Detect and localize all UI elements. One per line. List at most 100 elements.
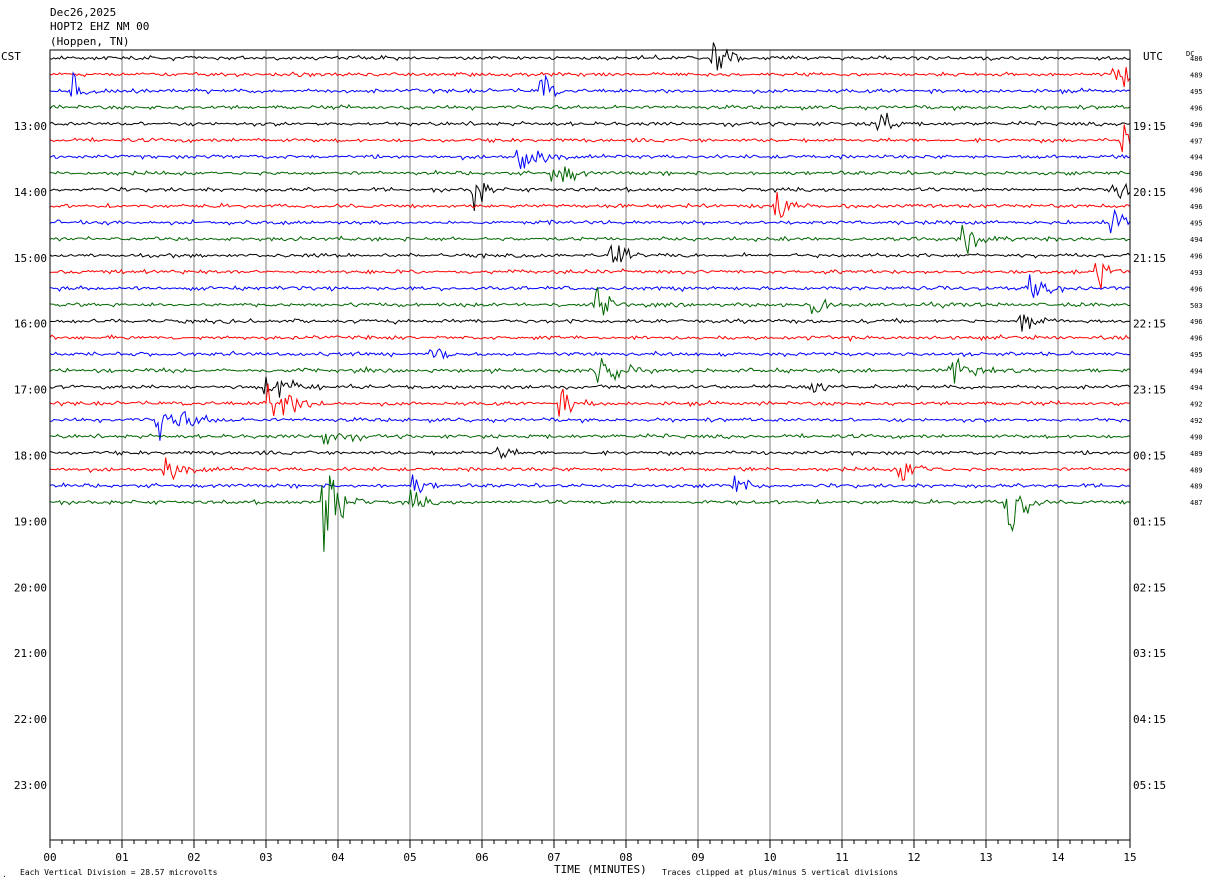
seismic-trace-green (49, 432, 1131, 445)
left-time-label: 16:00 (14, 318, 47, 331)
scale-note: Each Vertical Division = 28.57 microvolt… (20, 868, 218, 877)
seismic-trace-green (49, 357, 1131, 384)
left-time-label: 22:00 (14, 713, 47, 726)
right-time-label: 22:15 (1133, 318, 1166, 331)
seismic-trace-black (49, 112, 1131, 132)
x-axis-ticks: 00 01 02 03 04 05 06 07 08 09 10 11 12 13 14 15 (43, 840, 1137, 864)
seismic-trace-black (49, 376, 1131, 398)
right-time-label: 19:15 (1133, 120, 1166, 133)
right-time-label: 03:15 (1133, 647, 1166, 660)
left-time-label: 20:00 (14, 581, 47, 594)
right-time-label: 00:15 (1133, 450, 1166, 463)
dc-offset-value: 497 (1190, 137, 1203, 145)
dc-offset-value: 494 (1190, 236, 1203, 244)
dc-offset-value: 495 (1190, 88, 1203, 96)
seismic-trace-blue (49, 348, 1131, 360)
seismic-trace-green (49, 103, 1131, 112)
dc-offset-value: 492 (1190, 417, 1203, 425)
seismic-trace-blue (49, 71, 1131, 98)
seismic-trace-black (49, 314, 1131, 332)
left-time-label: 19:00 (14, 515, 47, 528)
right-time-label: 23:15 (1133, 384, 1166, 397)
seismic-trace-green (49, 475, 1131, 552)
dc-offset-value: 489 (1190, 483, 1203, 491)
plot-frame (49, 49, 1131, 841)
dc-offset-value: 493 (1190, 269, 1203, 277)
dc-offset-value: 486 (1190, 55, 1203, 63)
left-time-labels: 13:00 14:00 15:00 16:00 17:00 18:00 19:00 20:00… (14, 120, 47, 792)
right-time-label: 02:15 (1133, 581, 1166, 594)
dc-offset-value: 496 (1190, 335, 1203, 343)
seismic-trace-black (49, 446, 1131, 460)
seismic-trace-red (49, 124, 1131, 153)
location-label: (Hoppen, TN) (50, 35, 129, 48)
dc-offset-value: 492 (1190, 400, 1203, 408)
left-time-label: 17:00 (14, 384, 47, 397)
seismic-trace-blue (49, 410, 1131, 441)
x-tick-label: 15 (1123, 851, 1136, 864)
seismic-trace-blue (49, 474, 1131, 494)
seismic-trace-red (50, 67, 1131, 88)
dc-offset-labels: 486 489 495 496 496 497 494 496 496 496 495 494 496 4… (1190, 55, 1203, 507)
dc-offset-value: 494 (1190, 368, 1203, 376)
dc-offset-value: 495 (1190, 220, 1203, 228)
date-label: Dec26,2025 (50, 6, 116, 19)
seismic-trace-green (49, 224, 1130, 254)
x-tick-label: 00 (43, 851, 56, 864)
dc-offset-value: 496 (1190, 285, 1203, 293)
seismic-trace-black (49, 243, 1131, 263)
dc-offset-value: 495 (1190, 351, 1203, 359)
dc-offset-value: 503 (1190, 302, 1203, 310)
x-axis-title: TIME (MINUTES) (554, 863, 647, 876)
left-time-label: 21:00 (14, 647, 47, 660)
right-time-label: 05:15 (1133, 779, 1166, 792)
x-tick-label: 06 (475, 851, 488, 864)
seismic-trace-blue (49, 274, 1131, 298)
station-label: HOPT2 EHZ NM 00 (50, 20, 149, 33)
dc-offset-value: 496 (1190, 187, 1203, 195)
dc-offset-value: 496 (1190, 318, 1203, 326)
x-tick-label: 14 (1051, 851, 1065, 864)
seismic-trace-red (49, 457, 1131, 481)
seismic-trace-black (49, 182, 1131, 212)
x-tick-label: 09 (691, 851, 704, 864)
seismic-trace-blue (49, 149, 1131, 170)
dc-offset-value: 490 (1190, 433, 1203, 441)
dc-offset-value: 496 (1190, 170, 1203, 178)
x-tick-label: 04 (331, 851, 345, 864)
right-time-label: 04:15 (1133, 713, 1166, 726)
grid-lines (121, 50, 1059, 840)
x-tick-label: 08 (619, 851, 632, 864)
left-time-label: 23:00 (14, 779, 47, 792)
left-time-label: 13:00 (14, 120, 47, 133)
dc-offset-value: 487 (1190, 499, 1203, 507)
dc-header-label: DC (1186, 50, 1194, 58)
left-timezone-label: CST (1, 50, 21, 63)
right-time-labels: 19:15 20:15 21:15 22:15 23:15 00:15 01:15 02:15… (1133, 120, 1166, 792)
dc-offset-value: 489 (1190, 466, 1203, 474)
dc-offset-value: 496 (1190, 203, 1203, 211)
clip-note: Traces clipped at plus/minus 5 vertical … (662, 868, 898, 877)
x-tick-label: 02 (187, 851, 200, 864)
x-tick-label: 11 (835, 851, 848, 864)
seismic-trace-green (49, 166, 1131, 183)
left-time-label: 14:00 (14, 186, 47, 199)
x-tick-label: 07 (547, 851, 560, 864)
dc-offset-value: 494 (1190, 154, 1203, 162)
seismic-traces (49, 42, 1131, 552)
seismic-trace-red (49, 191, 1131, 219)
dc-offset-value: 489 (1190, 450, 1203, 458)
left-time-label: 18:00 (14, 450, 47, 463)
seismic-trace-red (49, 262, 1131, 289)
seismic-trace-black (50, 42, 1131, 71)
seismic-trace-blue (49, 208, 1131, 234)
dc-offset-value: 489 (1190, 71, 1203, 79)
dc-offset-value: 496 (1190, 121, 1203, 129)
right-time-label: 21:15 (1133, 252, 1166, 265)
corner-mark: . (2, 870, 7, 879)
x-tick-label: 10 (763, 851, 776, 864)
right-timezone-label: UTC (1143, 50, 1163, 63)
x-tick-label: 05 (403, 851, 416, 864)
x-tick-label: 12 (907, 851, 920, 864)
